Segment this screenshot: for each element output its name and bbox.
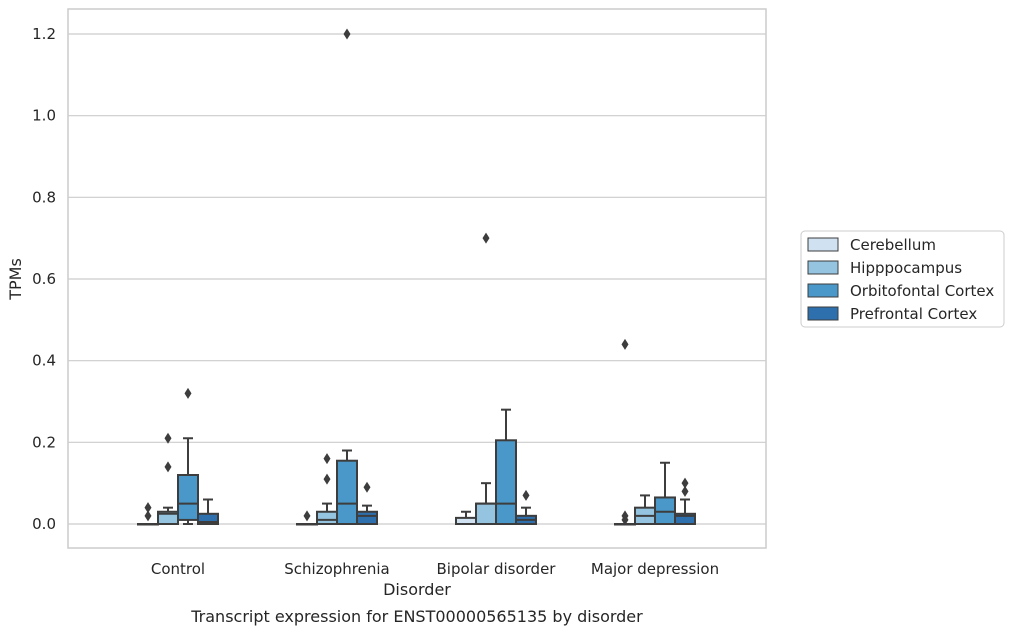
legend-swatch bbox=[807, 306, 839, 321]
box-iqr bbox=[177, 474, 199, 521]
x-tick-label: Bipolar disorder bbox=[437, 560, 557, 578]
box-iqr bbox=[316, 510, 338, 525]
y-tick-label: 1.0 bbox=[32, 107, 56, 125]
x-tick-label: Major depression bbox=[591, 560, 719, 578]
y-tick-label: 0.2 bbox=[32, 433, 56, 451]
box-3-2 bbox=[515, 489, 537, 525]
box-3-3 bbox=[674, 477, 696, 526]
x-axis-label: Disorder bbox=[383, 580, 451, 599]
outlier-point bbox=[323, 453, 331, 465]
x-tick-label: Control bbox=[151, 560, 205, 578]
box-iqr bbox=[356, 510, 378, 525]
legend-label: Cerebellum bbox=[850, 236, 936, 254]
outlier-point bbox=[621, 510, 629, 522]
legend-swatch bbox=[807, 283, 839, 298]
x-tick-label: Schizophrenia bbox=[284, 560, 389, 578]
outlier-point bbox=[681, 485, 689, 497]
box-iqr bbox=[654, 496, 676, 526]
box-1-0 bbox=[157, 432, 179, 525]
y-tick-label: 0.6 bbox=[32, 270, 56, 288]
box-iqr bbox=[475, 502, 497, 526]
y-tick-label: 0.8 bbox=[32, 188, 56, 206]
gridlines bbox=[68, 33, 766, 525]
outlier-point bbox=[482, 232, 490, 244]
y-tick-label: 1.2 bbox=[32, 25, 56, 43]
box-2-0 bbox=[177, 387, 199, 525]
y-axis-label: TPMs bbox=[6, 258, 25, 301]
box-3-1 bbox=[356, 481, 378, 525]
box-1-1 bbox=[316, 453, 338, 525]
box-0-1 bbox=[296, 510, 318, 526]
box-iqr bbox=[495, 439, 517, 525]
box-2-2 bbox=[495, 408, 517, 525]
outlier-point bbox=[303, 510, 311, 522]
outlier-point bbox=[522, 489, 530, 501]
box-iqr bbox=[674, 512, 696, 526]
box-3-0 bbox=[197, 498, 219, 526]
box-2-1 bbox=[336, 28, 358, 526]
chart-caption: Transcript expression for ENST0000056513… bbox=[190, 607, 643, 626]
box-0-2 bbox=[455, 510, 477, 525]
outlier-point bbox=[144, 502, 152, 514]
legend-label: Prefrontal Cortex bbox=[850, 305, 977, 323]
outlier-point bbox=[323, 473, 331, 485]
outlier-point bbox=[164, 461, 172, 473]
box-iqr bbox=[197, 512, 219, 526]
box-0-3 bbox=[614, 338, 636, 526]
legend-label: Orbitofontal Cortex bbox=[850, 282, 994, 300]
plot-frame bbox=[67, 8, 767, 549]
box-plot-marks bbox=[137, 28, 696, 526]
y-tick-label: 0.0 bbox=[32, 515, 56, 533]
box-1-3 bbox=[634, 494, 656, 525]
legend-frame bbox=[800, 230, 1005, 328]
x-axis-ticks: Control Schizophrenia Bipolar disorder Majo… bbox=[151, 560, 719, 578]
outlier-point bbox=[363, 481, 371, 493]
box-1-2 bbox=[475, 232, 497, 526]
outlier-point bbox=[164, 432, 172, 444]
y-axis-ticks: 0.0 0.2 0.4 0.6 0.8 1.0 1.2 bbox=[32, 25, 56, 533]
outlier-point bbox=[621, 338, 629, 350]
box-iqr bbox=[336, 459, 358, 526]
legend-swatch bbox=[807, 260, 839, 275]
outlier-point bbox=[144, 510, 152, 522]
y-tick-label: 0.4 bbox=[32, 352, 56, 370]
outlier-point bbox=[184, 387, 192, 399]
legend-swatch bbox=[807, 237, 839, 252]
outlier-point bbox=[343, 28, 351, 40]
outlier-point bbox=[681, 477, 689, 489]
box-0-0 bbox=[137, 502, 159, 526]
legend: Cerebellum Hipppocampus Orbitofontal Corte… bbox=[800, 230, 1005, 328]
legend-label: Hipppocampus bbox=[850, 259, 962, 277]
box-2-3 bbox=[654, 461, 676, 526]
